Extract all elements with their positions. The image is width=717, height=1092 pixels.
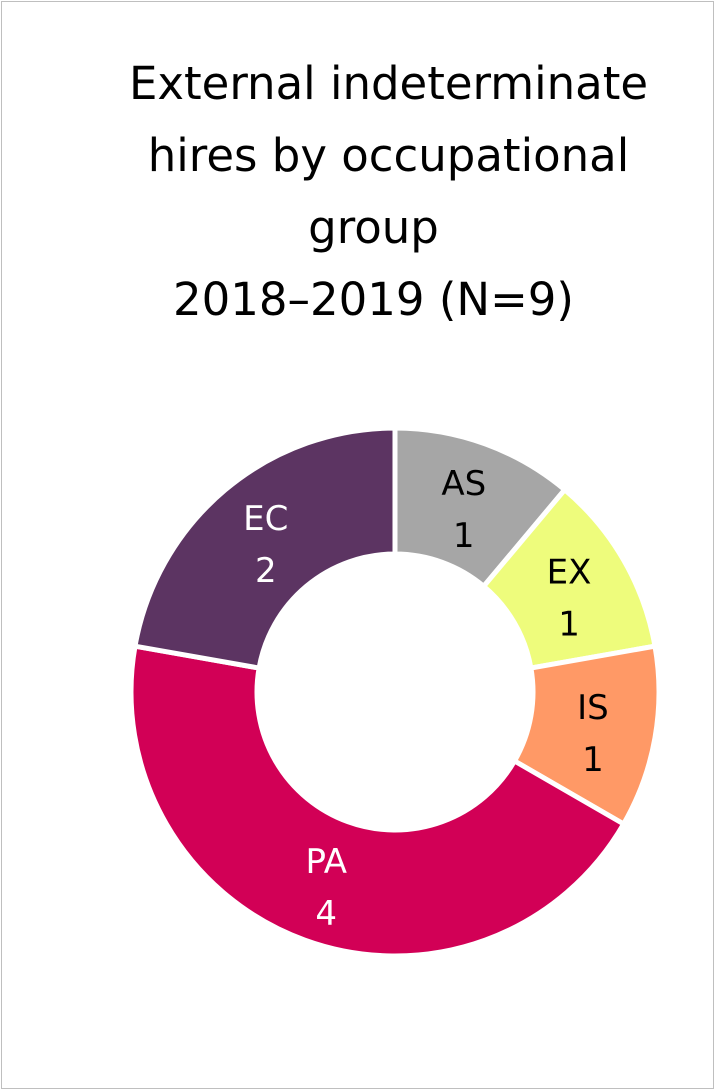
slice-label-as: AS 1 [441, 464, 486, 556]
chart-title: External indeterminate hires by occupati… [0, 48, 717, 336]
slice-category-label: AS [441, 464, 486, 504]
chart-title-line-1: External indeterminate [128, 57, 649, 110]
slice-value-label: 1 [558, 605, 580, 645]
slice-category-label: EX [547, 553, 592, 593]
slice-value-label: 1 [582, 740, 604, 780]
slice-label-ec: EC 2 [243, 499, 288, 591]
donut-slice-ec [132, 425, 398, 671]
chart-title-line-4: 2018–2019 (N=9) [173, 273, 574, 326]
slice-value-label: 2 [255, 551, 277, 591]
slice-label-ex: EX 1 [547, 553, 592, 645]
slice-value-label: 1 [453, 516, 475, 556]
slice-category-label: EC [243, 499, 288, 539]
slice-category-label: IS [577, 688, 609, 728]
donut-slice-pa [128, 643, 628, 959]
slice-value-label: 4 [315, 894, 337, 934]
slice-category-label: PA [305, 842, 347, 882]
chart-title-line-3: group [308, 201, 439, 254]
slice-label-pa: PA 4 [305, 842, 347, 934]
slice-label-is: IS 1 [577, 688, 609, 780]
chart-title-line-2: hires by occupational [147, 129, 630, 182]
